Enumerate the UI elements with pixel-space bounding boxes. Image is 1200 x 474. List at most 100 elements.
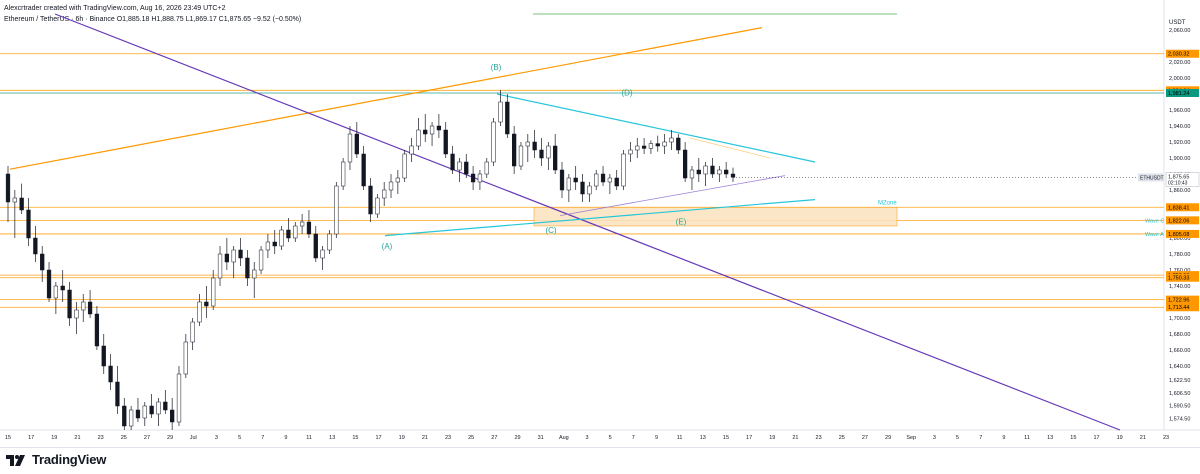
x-tick-label: 9 — [284, 435, 287, 441]
candle-down — [238, 249, 243, 259]
candle-down — [286, 229, 291, 239]
candle-up — [279, 229, 284, 247]
price-level-tag — [1166, 229, 1199, 238]
wave-label: (D) — [621, 89, 632, 98]
symbol-tag — [1138, 173, 1164, 182]
candle-down — [306, 221, 312, 235]
candle-down — [204, 301, 209, 307]
candle-down — [354, 133, 359, 155]
candle-down — [5, 173, 11, 203]
candle-up — [587, 185, 592, 195]
x-tick-label: 17 — [28, 435, 34, 441]
candle-down — [655, 143, 660, 147]
price-level-tag-label: 1,750.33 — [1168, 276, 1189, 282]
candle-up — [74, 309, 79, 319]
candle-up — [211, 277, 216, 307]
candle-up — [429, 125, 435, 135]
x-tick-label: 27 — [491, 435, 497, 441]
candle-up — [546, 145, 551, 159]
y-tick-label: 2,020.00 — [1169, 60, 1190, 66]
x-tick-label: 13 — [329, 435, 335, 441]
x-tick-label: 27 — [144, 435, 150, 441]
triangle-upper-line — [496, 93, 816, 163]
candle-down — [436, 125, 442, 131]
candle-up — [457, 161, 462, 171]
candle-down — [170, 409, 175, 423]
candle-up — [299, 221, 305, 227]
candle-up — [689, 169, 695, 179]
y-tick-label: 1,640.00 — [1169, 364, 1190, 370]
candle-up — [662, 141, 667, 147]
x-tick-label: 15 — [723, 435, 729, 441]
candle-down — [724, 169, 729, 175]
candle-up — [156, 401, 161, 415]
candle-down — [94, 313, 100, 347]
candle-up — [717, 169, 722, 175]
x-tick-label: 5 — [238, 435, 241, 441]
candle-down — [730, 173, 736, 178]
x-tick-label: 7 — [632, 435, 635, 441]
orange-trendline — [9, 27, 763, 170]
symbol-line: Ethereum / TetherUS · 6h · Binance O1,88… — [4, 16, 302, 23]
wave-label: (C) — [545, 226, 556, 235]
purple-trendline — [54, 13, 1121, 431]
candle-up — [621, 153, 626, 187]
inner-support-line — [559, 175, 786, 216]
x-tick-label: 21 — [1140, 435, 1146, 441]
y-tick-label: 1,622.50 — [1169, 378, 1190, 384]
candle-up — [703, 165, 708, 175]
candle-down — [614, 177, 619, 187]
x-tick-label: 21 — [74, 435, 80, 441]
x-tick-label: 9 — [655, 435, 658, 441]
y-tick-label: 1,780.00 — [1169, 252, 1190, 258]
x-tick-label: 25 — [839, 435, 845, 441]
candle-down — [553, 145, 558, 171]
price-level-tag-label: 1,838.41 — [1168, 205, 1189, 211]
candle-up — [484, 161, 489, 175]
x-tick-label: 29 — [514, 435, 520, 441]
y-tick-label: 2,060.00 — [1169, 28, 1190, 34]
y-tick-label: 1,574.50 — [1169, 416, 1190, 422]
x-tick-label: 11 — [1024, 435, 1030, 441]
candle-up — [327, 233, 332, 251]
wave-label: (B) — [491, 63, 502, 72]
candle-up — [518, 145, 524, 167]
price-level-tag — [1166, 49, 1199, 58]
chart-header: Alexcrtrader created with TradingView.co… — [4, 3, 301, 25]
x-tick-label: 21 — [422, 435, 428, 441]
candle-down — [559, 169, 565, 191]
candle-up — [183, 341, 188, 375]
candle-down — [224, 253, 229, 263]
candle-down — [60, 285, 65, 291]
candle-down — [696, 169, 701, 175]
candle-up — [197, 301, 202, 323]
last-price-tag — [1165, 172, 1200, 187]
price-level-tag — [1166, 295, 1199, 304]
candle-up — [320, 249, 325, 259]
candle-down — [33, 237, 38, 255]
x-tick-label: 19 — [51, 435, 57, 441]
x-tick-label: 17 — [746, 435, 752, 441]
symbol-tag-label: ETHUSDT — [1140, 175, 1164, 181]
candle-down — [512, 133, 517, 167]
candle-up — [231, 249, 236, 263]
candle-up — [628, 149, 633, 155]
candle-up — [176, 373, 182, 423]
tradingview-logo[interactable]: TradingView — [6, 452, 106, 467]
candle-down — [122, 405, 127, 427]
candle-up — [566, 177, 571, 191]
inner-resistance-line — [689, 137, 771, 159]
y-tick-label: 1,590.50 — [1169, 404, 1190, 410]
x-tick-label: 13 — [700, 435, 706, 441]
price-level-tag — [1166, 273, 1199, 282]
x-tick-label: Sep — [906, 435, 916, 441]
brand-name: TradingView — [32, 452, 107, 467]
price-level-tag — [1166, 89, 1199, 98]
candle-down — [423, 129, 428, 135]
x-tick-label: 23 — [98, 435, 104, 441]
candle-up — [416, 129, 421, 147]
x-tick-label: 29 — [885, 435, 891, 441]
y-tick-label: 1,606.50 — [1169, 391, 1190, 397]
candle-up — [128, 409, 134, 427]
